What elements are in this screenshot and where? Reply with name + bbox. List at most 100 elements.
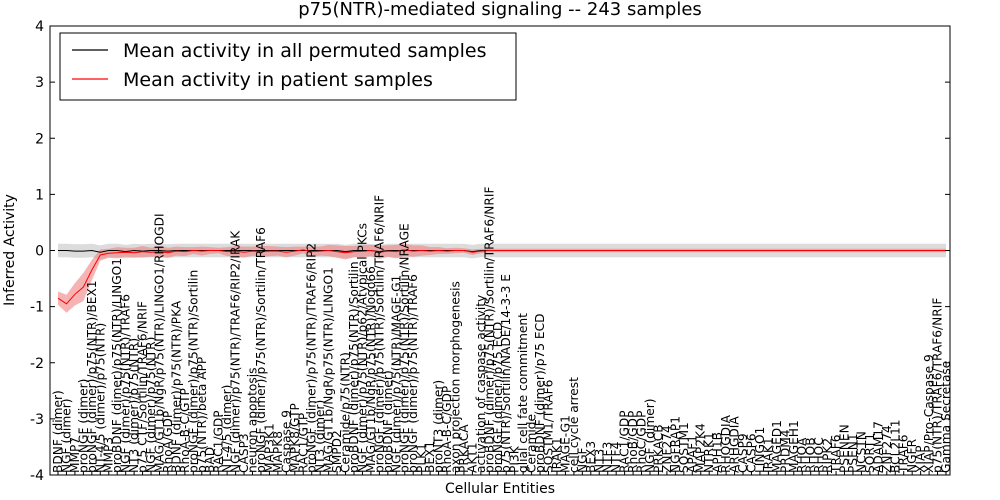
x-tick-label: NCSTN xyxy=(854,431,868,473)
x-tick-label: RHOA xyxy=(795,437,809,473)
x-tick-label: MMP7 xyxy=(68,437,82,473)
x-tick-label: p75(NTR)/TRAF6/TRAF6/NRIF xyxy=(931,298,945,473)
x-tick-label: NGF (dimer)/p75(NTR) xyxy=(144,337,158,473)
x-tick-label: proBDNF (dimer)/p75(NTR)/Sortilin/TRAF6/… xyxy=(482,187,496,473)
x-tick-label: ARHGDIA xyxy=(728,416,742,473)
legend: Mean activity in all permuted samples Me… xyxy=(59,32,517,101)
legend-entry-permuted: Mean activity in all permuted samples xyxy=(123,40,486,62)
x-tick-label: NGF (dimer)/p75(NTR)/TRAF6/RIP2/IRAK xyxy=(229,230,243,473)
x-tick-label: XIAP/Pro-Caspase 9 xyxy=(922,354,936,473)
x-tick-label: proNGF (dimer)/p75 ECD xyxy=(491,322,505,473)
y-tick-label: 3 xyxy=(35,75,44,91)
x-tick-label: APAF1 xyxy=(685,435,699,473)
x-tick-label: BEX1 xyxy=(423,441,437,473)
x-tick-label: p75(NTR)/Sortilin/NADE/14-3-3 E xyxy=(499,274,513,473)
x-tick-label: NGFR xyxy=(905,438,919,473)
x-tick-label: proBDNF (dimer)/p75(NTR)/LINGO1 xyxy=(110,258,124,473)
y-tick-label: 2 xyxy=(35,131,44,147)
x-tick-label: CASP9 xyxy=(736,433,750,473)
x-tick-label: MAP3K1 xyxy=(262,423,276,473)
x-tick-label: MAPK8/GTP xyxy=(288,403,302,473)
x-tick-label: MAG/GT1b/NgR/p75(NTR)/Nogo66 xyxy=(364,266,378,473)
x-tick-label: BDNF (dimer) xyxy=(51,390,65,473)
x-tick-label: TRAF6 xyxy=(829,434,843,474)
y-axis-label: Inferred Activity xyxy=(2,194,18,306)
x-tick-label: NT3 (dimer) xyxy=(313,400,327,473)
x-tick-label: BCL2L11 xyxy=(888,420,902,474)
x-tick-label: NGF xyxy=(575,447,589,473)
x-tick-label: CASP6 xyxy=(745,433,759,473)
x-tick-label: PLK1 xyxy=(415,443,429,473)
x-tick-label: RHOB xyxy=(804,437,818,473)
x-tick-label: SQSTM1/TRAF6 xyxy=(542,380,556,473)
x-tick-label: Caspase 9 xyxy=(279,410,293,473)
x-tick-label: p75(NTR)/beta APP xyxy=(195,357,209,473)
x-tick-label: NTRK1 xyxy=(702,432,716,473)
x-tick-label: NT-4/5 (dimer) xyxy=(220,385,234,473)
x-tick-label: CASP3 xyxy=(237,433,251,473)
x-tick-label: BAD xyxy=(203,447,217,473)
x-tick-label: proNGF (dimer)/p75(NTR)/Sortilin/TRAF6 xyxy=(254,227,268,473)
x-axis-label: Cellular Entities xyxy=(445,481,555,497)
x-tick-label: proNGF (dimer)/p75(NTR)/TRAF6/RIP2 xyxy=(305,243,319,473)
x-tick-label: proNGF (dimer)/p75(NTR)/BEX1 xyxy=(85,280,99,473)
x-tick-label: proNGF (dimer) xyxy=(76,379,90,473)
x-tick-label: ZNF274 xyxy=(880,425,894,473)
x-tick-label: NGF (dimer) xyxy=(643,399,657,473)
x-tick-label: RAC1/GTP xyxy=(296,413,310,473)
x-tick-label: NGFRAP1 xyxy=(668,416,682,473)
x-tick-label: RAC1/GDP xyxy=(212,410,226,473)
x-tick-label: cell cycle arrest xyxy=(567,377,581,473)
x-tick-label: NGF (dimer)/p75(NTR)/MAGE-G1 xyxy=(389,275,403,473)
y-tick-label: 0 xyxy=(35,244,44,260)
series-line-patient xyxy=(57,249,946,305)
x-tick-label: RhoA-B-C/GDP xyxy=(440,386,454,473)
x-tick-label: PSENEN xyxy=(838,424,852,473)
x-tick-label: MMP3 xyxy=(102,437,116,473)
x-tick-label: proNGF (dimer)/p75(NTR)/Sortilin xyxy=(186,270,200,473)
legend-box xyxy=(59,32,517,101)
x-tick-label: RAC1/GDP xyxy=(618,410,632,473)
x-tick-label: MAGED1 xyxy=(770,420,784,473)
y-tick-label: -3 xyxy=(30,412,44,428)
x-tick-label: NTF4 xyxy=(609,441,623,473)
y-tick-label: 1 xyxy=(35,187,44,203)
x-tick-label: PRKACA xyxy=(457,424,471,473)
x-tick-label: Gamma Secretase xyxy=(939,361,953,473)
x-tick-label: MAG/GT1b/NgR/p75(NTR)/LINGO1 xyxy=(322,267,336,473)
x-tick-label: proBDNF (dimer)/p75 ECD xyxy=(533,313,547,473)
x-tick-label: IRAK1 xyxy=(550,437,564,473)
x-tick-label: BDNF (dimer)/p75(NTR)/PKA xyxy=(169,300,183,473)
x-tick-label: NTF3 xyxy=(601,442,615,473)
x-tick-label: ZNF274 xyxy=(660,425,674,473)
x-tick-label: axon projection morphogenesis xyxy=(449,281,463,473)
x-tick-label: proNGF (dimer)/p75(NTR)/TRAF6 xyxy=(406,274,420,473)
x-tick-label: IRAK1 xyxy=(761,437,775,473)
legend-entry-patient: Mean activity in patient samples xyxy=(123,69,433,91)
x-tick-label: NT3 xyxy=(592,449,606,473)
x-tick-label: MAGE-G1 xyxy=(558,415,572,473)
x-tick-label: proBDNF (dimer)/p75(NTR)/Sortilin xyxy=(347,261,361,473)
x-tick-label: RHOC xyxy=(812,437,826,473)
x-tick-label: LINGO1 xyxy=(753,427,767,473)
x-tick-label: activation of caspase activity xyxy=(474,295,488,473)
x-tick-label: Ceramide/p75(NTR) xyxy=(339,352,353,473)
y-tick-label: 4 xyxy=(35,19,44,35)
x-tick-label: RhoA-B-C/GTP xyxy=(178,388,192,473)
x-tick-label: proBDNF (dimer) xyxy=(381,370,395,473)
x-tick-label: RhoC/GDP xyxy=(635,411,649,473)
x-tick-label: RHOGDIA xyxy=(719,414,733,473)
x-tick-label: RIPK2 xyxy=(821,438,835,473)
x-tick-label: p75 CTF/Sortilin/TRAF6/NRIF xyxy=(136,301,150,473)
x-tick-label: PI3K xyxy=(508,445,522,473)
x-tick-label: MAGEH1 xyxy=(787,420,801,473)
x-tick-label: NT3 (dimer)/p75(NTR) xyxy=(127,338,141,473)
x-tick-label: SQSTM1 xyxy=(677,422,691,473)
x-tick-label: TRAF6 xyxy=(897,434,911,474)
x-tick-label: NGF (dimer)/p75(NTR)/p62/Atypical PKCs xyxy=(356,223,370,473)
x-tick-label: PRDM4 xyxy=(778,429,792,473)
x-tick-label: NGF (dimer)/p75(NTR)/TRAF6 xyxy=(119,294,133,473)
x-tick-label: MAP2K4 xyxy=(694,423,708,473)
x-tick-label: NT-4/5 (dimer)/p75(NTR) xyxy=(93,323,107,473)
